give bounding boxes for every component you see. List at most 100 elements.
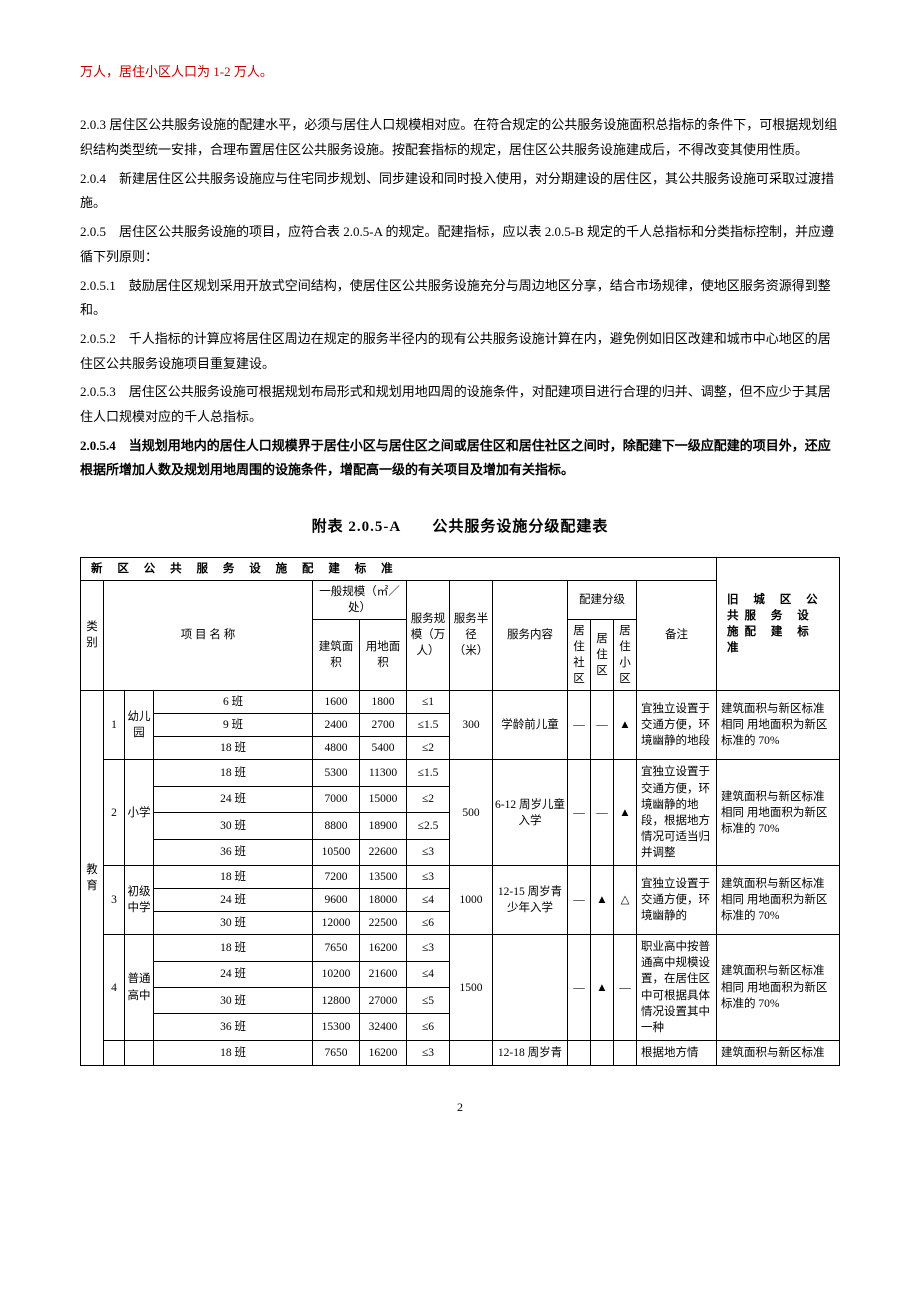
g1-note: 宜独立设置于交通方便，环境幽静的地段	[637, 691, 717, 760]
g1-radius: 300	[450, 691, 493, 760]
g4-note: 职业高中按普通高中规模设置，在居住区中可根据具体情况设置其中一种	[637, 935, 717, 1041]
intro-red-text: 万人，居住小区人口为 1-2 万人。	[80, 60, 840, 85]
g1-r0-l: 1800	[360, 691, 407, 714]
g4-idx: 4	[104, 935, 125, 1041]
g2-r1-l: 15000	[360, 786, 407, 812]
g4-r3-s: ≤6	[407, 1014, 450, 1040]
g2-lv1: —	[591, 760, 614, 866]
g1-r2-s: ≤2	[407, 737, 450, 760]
g1-r0-b: 1600	[313, 691, 360, 714]
g4-r0-s: ≤3	[407, 935, 450, 961]
g5-lv2	[614, 1040, 637, 1065]
g3-r1-s: ≤4	[407, 889, 450, 912]
g3-content: 12-15 周岁青少年入学	[493, 866, 568, 935]
g4-r2-l: 27000	[360, 988, 407, 1014]
g3-r2-b: 12000	[313, 912, 360, 935]
g4-name: 普通高中	[125, 935, 154, 1041]
g2-r1-cls: 24 班	[154, 786, 313, 812]
g1-r1-l: 2700	[360, 714, 407, 737]
para-2053: 2.0.5.3 居住区公共服务设施可根据规划布局形式和规划用地四周的设施条件，对…	[80, 380, 840, 429]
g4-r2-cls: 30 班	[154, 988, 313, 1014]
g3-r2-cls: 30 班	[154, 912, 313, 935]
g2-r1-s: ≤2	[407, 786, 450, 812]
g1-r0-s: ≤1	[407, 691, 450, 714]
h-radius: 服务半径（米）	[450, 580, 493, 691]
g1-r2-b: 4800	[313, 737, 360, 760]
page-number: 2	[80, 1096, 840, 1119]
h-build: 建筑面积	[313, 619, 360, 690]
g3-name: 初级中学	[125, 866, 154, 935]
g5-r0-b: 7650	[313, 1040, 360, 1065]
g4-r3-cls: 36 班	[154, 1014, 313, 1040]
g3-lv2: △	[614, 866, 637, 935]
g2-r2-s: ≤2.5	[407, 813, 450, 839]
g5-r0-cls: 18 班	[154, 1040, 313, 1065]
para-205: 2.0.5 居住区公共服务设施的项目，应符合表 2.0.5-A 的规定。配建指标…	[80, 220, 840, 269]
g3-old: 建筑面积与新区标准相同 用地面积为新区标准的 70%	[717, 866, 840, 935]
g3-r1-cls: 24 班	[154, 889, 313, 912]
para-204: 2.0.4 新建居住区公共服务设施应与住宅同步规划、同步建设和同时投入使用，对分…	[80, 167, 840, 216]
g2-r0-b: 5300	[313, 760, 360, 786]
g4-r0-cls: 18 班	[154, 935, 313, 961]
para-203: 2.0.3 居住区公共服务设施的配建水平，必须与居住人口规模相对应。在符合规定的…	[80, 113, 840, 162]
g2-r0-s: ≤1.5	[407, 760, 450, 786]
para-2052: 2.0.5.2 千人指标的计算应将居住区周边在规定的服务半径内的现有公共服务设施…	[80, 327, 840, 376]
g3-note: 宜独立设置于交通方便，环境幽静的	[637, 866, 717, 935]
g5-note: 根据地方情	[637, 1040, 717, 1065]
g5-old: 建筑面积与新区标准	[717, 1040, 840, 1065]
g4-radius: 1500	[450, 935, 493, 1041]
g3-r2-s: ≤6	[407, 912, 450, 935]
g3-r2-l: 22500	[360, 912, 407, 935]
g2-content: 6-12 周岁儿童入学	[493, 760, 568, 866]
g4-content	[493, 935, 568, 1041]
g5-content: 12-18 周岁青	[493, 1040, 568, 1065]
g3-lv0: —	[568, 866, 591, 935]
g2-lv2: ▲	[614, 760, 637, 866]
h-note: 备注	[637, 580, 717, 691]
g5-lv1	[591, 1040, 614, 1065]
table-title: 附表 2.0.5-A 公共服务设施分级配建表	[80, 513, 840, 542]
g1-name: 幼儿园	[125, 691, 154, 760]
g2-r0-l: 11300	[360, 760, 407, 786]
g4-r0-l: 16200	[360, 935, 407, 961]
g3-r1-b: 9600	[313, 889, 360, 912]
h-category: 类别	[81, 580, 104, 691]
g1-r1-s: ≤1.5	[407, 714, 450, 737]
g5-radius	[450, 1040, 493, 1065]
h-l3: 居住小区	[614, 619, 637, 690]
cat-edu: 教育	[81, 691, 104, 1066]
g4-r0-b: 7650	[313, 935, 360, 961]
g4-r2-s: ≤5	[407, 988, 450, 1014]
h-l1: 居住社区	[568, 619, 591, 690]
g3-r0-s: ≤3	[407, 866, 450, 889]
g1-idx: 1	[104, 691, 125, 760]
h-svc-scale: 服务规模（万人）	[407, 580, 450, 691]
g2-r3-l: 22600	[360, 839, 407, 865]
h-scale: 一般规模（㎡／处）	[313, 580, 407, 619]
g1-r2-cls: 18 班	[154, 737, 313, 760]
g1-r2-l: 5400	[360, 737, 407, 760]
g4-old: 建筑面积与新区标准相同 用地面积为新区标准的 70%	[717, 935, 840, 1041]
g2-name: 小学	[125, 760, 154, 866]
g1-old: 建筑面积与新区标准相同 用地面积为新区标准的 70%	[717, 691, 840, 760]
h-l2: 居住区	[591, 619, 614, 690]
g1-lv1: —	[591, 691, 614, 760]
g2-r2-l: 18900	[360, 813, 407, 839]
h-old: 旧 城 区 公 共服 务 设 施配 建 标 准	[717, 557, 840, 691]
g2-r3-cls: 36 班	[154, 839, 313, 865]
g4-r1-s: ≤4	[407, 961, 450, 987]
g4-r1-b: 10200	[313, 961, 360, 987]
g4-r3-l: 32400	[360, 1014, 407, 1040]
g1-r1-b: 2400	[313, 714, 360, 737]
g2-r0-cls: 18 班	[154, 760, 313, 786]
g4-lv2: —	[614, 935, 637, 1041]
g4-lv0: —	[568, 935, 591, 1041]
para-2054: 2.0.5.4 当规划用地内的居住人口规模界于居住小区与居住区之间或居住区和居住…	[80, 434, 840, 483]
g1-lv2: ▲	[614, 691, 637, 760]
h-content: 服务内容	[493, 580, 568, 691]
g3-r0-b: 7200	[313, 866, 360, 889]
g2-r1-b: 7000	[313, 786, 360, 812]
g3-r0-l: 13500	[360, 866, 407, 889]
para-2051: 2.0.5.1 鼓励居住区规划采用开放式空间结构，使居住区公共服务设施充分与周边…	[80, 274, 840, 323]
g2-r2-b: 8800	[313, 813, 360, 839]
